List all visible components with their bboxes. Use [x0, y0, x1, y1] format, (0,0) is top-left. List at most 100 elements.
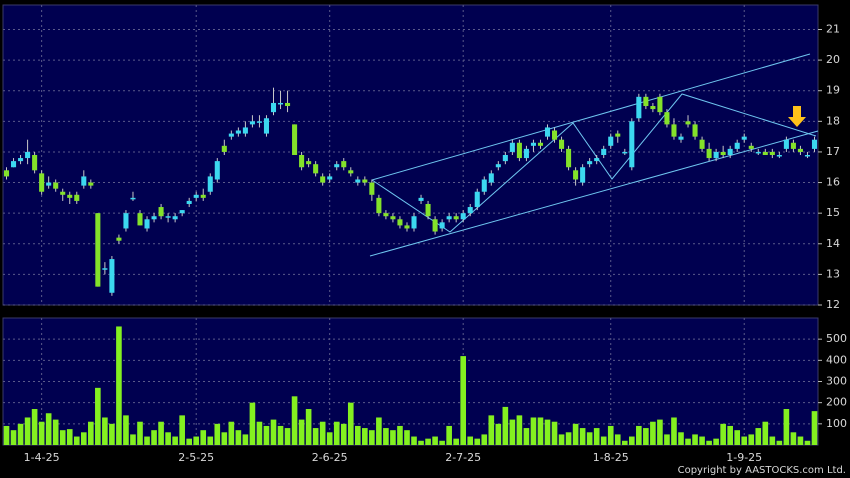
candle-body — [53, 182, 59, 189]
volume-bar — [741, 436, 748, 445]
volume-bar — [10, 430, 17, 445]
candle-body — [327, 176, 333, 180]
candle-body — [650, 106, 656, 110]
channel-lower — [369, 130, 819, 257]
volume-bar — [249, 402, 256, 445]
x-tick-label: 1-8-25 — [593, 451, 629, 464]
candle-body — [32, 155, 38, 171]
candle-body — [95, 213, 101, 287]
volume-bar — [713, 438, 719, 445]
candle-body — [200, 194, 206, 198]
candle-body — [390, 216, 396, 220]
volume-bar — [3, 425, 10, 445]
arrow-marker — [788, 106, 806, 127]
candle-body — [608, 136, 614, 146]
candle-body — [256, 121, 262, 123]
volume-bar — [509, 419, 516, 445]
candle-body — [776, 155, 782, 157]
x-tick-label: 1-4-25 — [24, 451, 60, 464]
volume-bar — [66, 429, 73, 445]
volume-bar — [537, 417, 544, 445]
volume-bar — [446, 425, 452, 445]
candle-body — [544, 127, 551, 137]
candle-body — [355, 179, 361, 183]
volume-bar — [811, 411, 818, 445]
candle-body — [130, 197, 136, 200]
candle-body — [734, 142, 740, 149]
candle-body — [123, 213, 129, 229]
volume-bar — [242, 434, 249, 445]
candle-body — [81, 176, 87, 186]
volume-bar — [144, 436, 150, 445]
candle-body — [509, 142, 515, 152]
candle-body — [320, 176, 326, 183]
volume-bar — [769, 436, 776, 445]
volume-bar — [305, 409, 312, 445]
volume-bar — [706, 440, 712, 445]
volume-bar — [797, 436, 804, 445]
volume-bar — [158, 421, 164, 445]
volume-bar — [418, 440, 424, 445]
candle-body — [263, 118, 269, 134]
candle-body — [306, 161, 312, 165]
volume-bar — [172, 436, 178, 445]
candle-body — [46, 182, 52, 186]
volume-bar — [657, 419, 663, 445]
y-tick-label: 15 — [826, 206, 840, 219]
volume-bar — [291, 396, 298, 445]
volume-bar — [643, 428, 649, 445]
candle-body — [727, 148, 733, 155]
volume-bar — [600, 436, 607, 445]
candle-body — [488, 173, 494, 183]
volume-bar — [52, 419, 59, 445]
volume-bar — [109, 423, 115, 445]
volume-bar — [607, 425, 614, 445]
y-tick-label: 20 — [826, 53, 840, 66]
volume-bar — [671, 417, 677, 445]
candle-body — [720, 151, 726, 155]
volume-bar — [516, 415, 523, 445]
candle-body — [678, 136, 684, 140]
candle-body — [657, 96, 663, 113]
volume-bar — [151, 430, 157, 445]
candle-body — [481, 179, 487, 192]
candle-body — [144, 219, 150, 229]
volume-bar — [326, 432, 333, 445]
volume-bar — [102, 417, 108, 445]
volume-bar — [319, 421, 326, 445]
volume-bar — [488, 415, 495, 445]
volume-bar — [80, 432, 87, 445]
candle-body — [383, 213, 389, 217]
candle-body — [615, 133, 621, 137]
volume-bar — [685, 438, 691, 445]
volume-bar — [165, 432, 171, 445]
candle-body — [671, 124, 677, 137]
volume-bar — [621, 440, 628, 445]
volume-bar — [390, 430, 396, 445]
candle-body — [270, 102, 277, 113]
y-tick-label: 21 — [826, 22, 840, 35]
candle-body — [362, 179, 368, 183]
volume-bar — [38, 421, 45, 445]
volume-bar — [137, 421, 143, 445]
volume-bar — [579, 428, 586, 445]
candle-body — [460, 213, 466, 220]
volume-bar — [727, 425, 733, 445]
candle-body — [207, 176, 213, 192]
candle-body — [425, 203, 431, 217]
candle-body — [748, 145, 754, 149]
volume-bar — [678, 432, 684, 445]
candle-body — [601, 148, 607, 155]
candle-body — [137, 213, 143, 226]
volume-bar — [88, 421, 94, 445]
volume-bar — [586, 432, 593, 445]
volume-bar — [383, 428, 389, 445]
candle-body — [88, 182, 94, 186]
x-tick-label: 2-6-25 — [312, 451, 348, 464]
volume-bar — [116, 326, 122, 445]
volume-bar — [130, 434, 136, 445]
volume-bar — [495, 423, 502, 445]
candle-body — [25, 151, 31, 159]
candle-body — [18, 158, 24, 162]
candle-body — [116, 237, 122, 241]
